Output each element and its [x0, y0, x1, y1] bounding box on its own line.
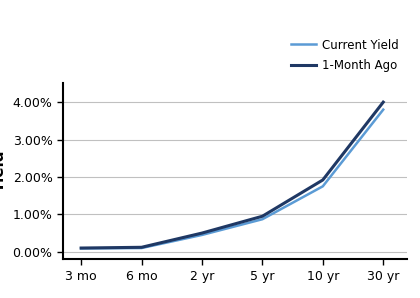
Y-axis label: Yield: Yield [0, 150, 7, 193]
1-Month Ago [79, 246, 84, 250]
Current Yield [79, 247, 84, 250]
Current Yield [381, 108, 386, 111]
1-Month Ago [139, 246, 144, 249]
Current Yield [260, 218, 265, 221]
Line: Current Yield: Current Yield [81, 110, 383, 249]
Current Yield [200, 233, 205, 237]
1-Month Ago [381, 100, 386, 104]
Current Yield [320, 184, 326, 188]
Line: 1-Month Ago: 1-Month Ago [81, 102, 383, 248]
1-Month Ago [320, 178, 326, 182]
Legend: Current Yield, 1-Month Ago: Current Yield, 1-Month Ago [288, 36, 402, 74]
1-Month Ago [260, 215, 265, 218]
1-Month Ago [200, 231, 205, 235]
Current Yield [139, 246, 144, 250]
